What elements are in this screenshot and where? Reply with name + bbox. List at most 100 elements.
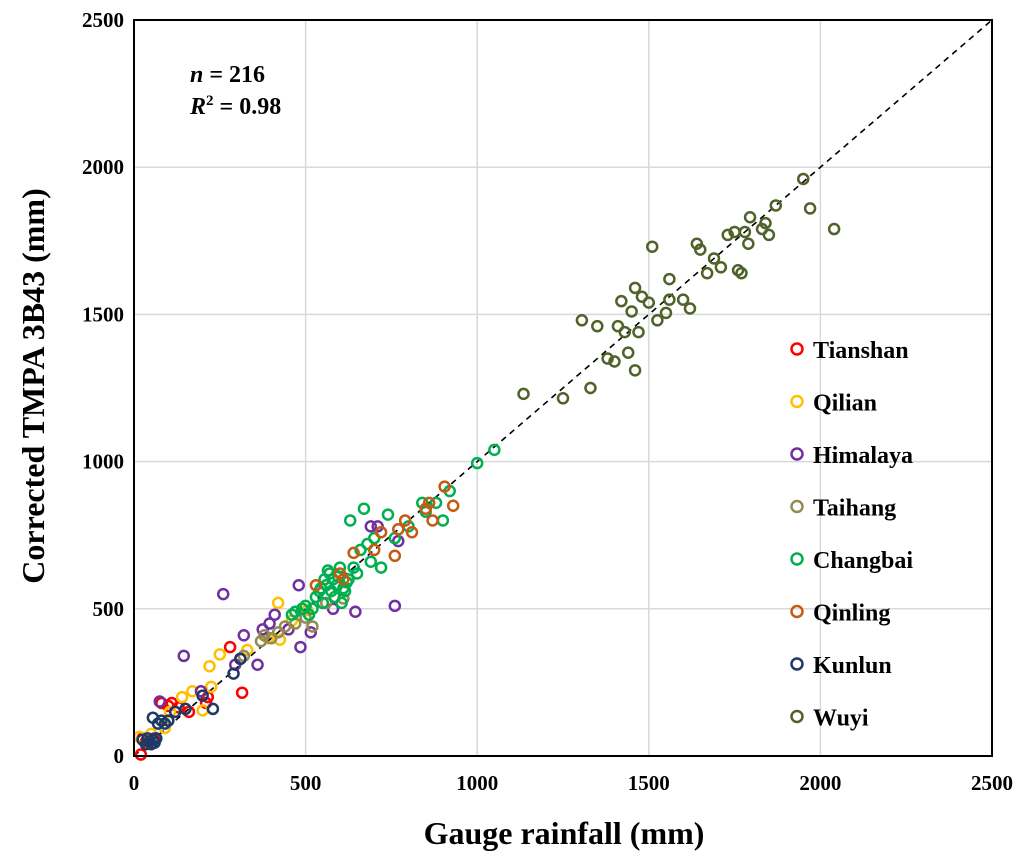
data-point-wuyi [743,210,757,224]
data-point-qinling [422,496,436,510]
legend-label: Qilian [813,391,877,417]
y-tick-label: 1000 [82,450,124,474]
data-point-changbai [342,573,355,586]
series-qinling [309,480,460,592]
data-point-wuyi [796,172,810,186]
data-point-wuyi [803,202,817,215]
data-point-wuyi [735,266,748,280]
data-point-wuyi [738,225,752,239]
data-point-changbai [374,561,388,574]
data-point-wuyi [694,243,707,256]
legend-item-changbai: Changbai [790,548,913,574]
data-point-kunlun [150,732,163,745]
data-point-qinling [392,523,405,536]
y-tick-label: 1500 [82,302,124,326]
legend-marker [790,657,804,671]
x-tick-label: 2500 [971,771,1013,795]
data-point-qinling [374,526,388,539]
data-point-changbai [470,456,484,470]
legend-label: Changbai [813,548,913,574]
data-point-kunlun [179,702,192,716]
legend-label: Taihang [813,496,896,522]
data-point-wuyi [676,293,690,306]
legend-item-qilian: Qilian [790,391,877,417]
legend-label: Himalaya [813,443,913,469]
data-point-wuyi [827,222,841,236]
data-point-taihang [306,620,319,633]
x-tick-label: 1500 [628,771,670,795]
data-point-wuyi [742,237,755,250]
data-point-wuyi [608,355,621,368]
data-point-himalaya [251,658,264,671]
legend-label: Tianshan [813,338,909,364]
x-axis-ticks: 0 500 1000 1500 2000 2500 [129,771,1013,795]
data-point-qinling [309,578,323,592]
data-point-wuyi [755,222,769,236]
legend-item-taihang: Taihang [790,496,896,522]
data-point-himalaya [292,578,305,592]
data-point-qinling [347,546,360,560]
data-point-changbai [316,596,330,610]
one-to-one-reference-line [133,19,993,757]
data-point-tianshan [223,640,237,654]
data-point-wuyi [642,296,656,309]
legend-marker [790,499,804,514]
data-point-changbai [364,555,378,568]
data-point-qilian [271,596,285,610]
legend-label: Kunlun [813,653,892,679]
legend-item-qinling: Qinling [790,601,890,627]
data-point-taihang [258,629,271,642]
data-point-qinling [367,543,381,557]
data-point-qinling [446,499,460,513]
legend-item-himalaya: Himalaya [790,443,913,469]
data-point-wuyi [645,240,659,253]
data-point-qilian [203,659,216,673]
data-point-wuyi [591,319,604,333]
series-kunlun [136,652,247,751]
x-tick-label: 500 [290,771,322,795]
data-point-himalaya [364,520,378,533]
data-point-changbai [289,605,302,618]
legend-label: Wuyi [813,706,869,732]
data-point-qinling [405,526,419,539]
data-point-wuyi [628,281,642,295]
data-point-kunlun [146,711,160,724]
data-points [132,172,841,761]
data-point-qinling [438,480,451,493]
data-point-qinling [388,549,402,563]
data-point-qilian [213,648,227,661]
data-point-wuyi [632,325,645,339]
data-point-wuyi [721,228,734,242]
data-point-wuyi [621,346,635,359]
legend: Tianshan Qilian Himalaya Taihang Changbai Qin… [790,338,913,732]
legend-label: Qinling [813,601,890,627]
data-point-tianshan [134,748,148,761]
y-tick-label: 0 [114,744,125,768]
r-squared-annotation: R2 = 0.98 [189,93,281,120]
y-tick-label: 2000 [82,155,124,179]
y-axis-label: Corrected TMPA 3B43 (mm) [15,188,51,583]
data-point-wuyi [615,294,628,308]
data-point-himalaya [237,629,251,642]
x-tick-label: 1000 [456,771,498,795]
legend-marker [790,604,804,619]
data-point-qilian [204,680,218,694]
legend-item-tianshan: Tianshan [790,338,909,364]
data-point-wuyi [517,387,530,401]
legend-marker [790,394,804,409]
data-point-qinling [426,514,439,527]
data-point-qilian [175,690,189,704]
plot-frame [133,19,993,757]
x-tick-label: 2000 [799,771,841,795]
data-point-wuyi [714,261,728,274]
data-point-wuyi [659,306,673,320]
sample-size-annotation: n = 216 [190,62,265,88]
data-point-qilian [186,684,199,698]
data-point-tianshan [235,686,249,699]
data-point-changbai [436,514,450,527]
data-point-wuyi [651,314,664,327]
legend-marker [790,447,804,461]
data-point-changbai [488,443,501,457]
data-point-wuyi [601,352,614,365]
data-point-himalaya [216,587,230,601]
